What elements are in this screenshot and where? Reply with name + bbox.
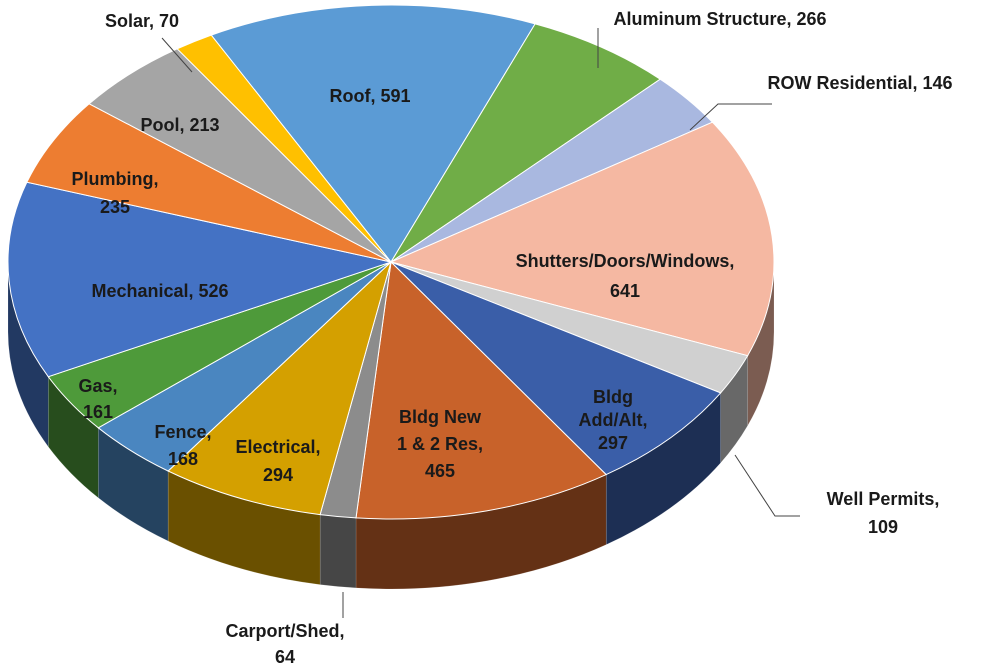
slice <box>355 260 608 520</box>
data-label: Shutters/Doors/Windows, <box>516 251 735 271</box>
data-label: Fence, <box>154 422 211 442</box>
data-label: 168 <box>168 449 198 469</box>
leader-line <box>734 454 800 517</box>
data-label: 161 <box>83 402 113 422</box>
data-label: 235 <box>100 197 130 217</box>
data-label: Carport/Shed, <box>225 621 344 641</box>
data-label: Mechanical, 526 <box>91 281 228 301</box>
data-label: ROW Residential, 146 <box>767 73 952 93</box>
data-label: 1 & 2 Res, <box>397 434 483 454</box>
leader-lines <box>161 28 800 618</box>
leader-line <box>689 103 772 131</box>
pie-tops <box>7 4 775 520</box>
leader-line <box>161 37 193 73</box>
slice <box>389 121 775 357</box>
data-label: Add/Alt, <box>579 410 648 430</box>
data-label: 64 <box>275 647 295 665</box>
data-label: Solar, 70 <box>105 11 179 31</box>
slice-side <box>319 514 357 589</box>
slice <box>390 261 722 476</box>
slice <box>390 23 662 263</box>
data-label: Plumbing, <box>72 169 159 189</box>
slice <box>26 103 392 263</box>
data-label: Electrical, <box>235 437 320 457</box>
data-label: 641 <box>610 281 640 301</box>
data-label: 297 <box>598 433 628 453</box>
data-label: Roof, 591 <box>329 86 410 106</box>
slice <box>7 181 393 378</box>
data-label: 109 <box>868 517 898 537</box>
data-label: Gas, <box>78 376 117 396</box>
slice <box>210 4 536 263</box>
data-label: Well Permits, <box>827 489 940 509</box>
data-label: Bldg <box>593 387 633 407</box>
data-label: 465 <box>425 461 455 481</box>
slice <box>176 34 392 263</box>
data-label: Bldg New <box>399 407 482 427</box>
data-labels: Roof, 591 Aluminum Structure, 266 ROW Resi… <box>72 9 953 665</box>
data-label: Aluminum Structure, 266 <box>613 9 826 29</box>
data-label: 294 <box>263 465 293 485</box>
slice <box>167 260 392 516</box>
data-label: Pool, 213 <box>140 115 219 135</box>
